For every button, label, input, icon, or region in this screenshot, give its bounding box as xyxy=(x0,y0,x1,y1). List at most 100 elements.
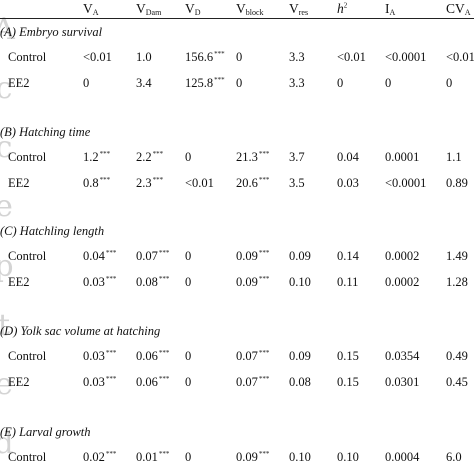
column-header-symbol: V xyxy=(83,1,93,16)
cell-value: 0.02 xyxy=(83,450,105,464)
table-cell: 0 xyxy=(185,151,191,164)
column-header-symbol: h xyxy=(337,1,344,16)
table-cell: 0.03 xyxy=(337,177,359,190)
cell-value: 0.03 xyxy=(337,176,359,190)
table-cell: 0.04 xyxy=(337,151,359,164)
significance-marker: *** xyxy=(258,349,270,357)
cell-value: 0.07 xyxy=(136,249,158,263)
table-cell: 0.06*** xyxy=(136,350,169,363)
table-cell: 0 xyxy=(385,77,391,90)
row-label: EE2 xyxy=(8,375,30,389)
column-header-subscript: res xyxy=(298,8,309,17)
cell-value: 0 xyxy=(185,375,192,389)
table-cell: 3.3 xyxy=(289,51,305,64)
table-cell: 0.10 xyxy=(289,276,311,289)
column-header-subscript: A xyxy=(389,8,396,17)
cell-value: 0 xyxy=(236,76,243,90)
row-label: EE2 xyxy=(8,176,30,190)
column-header-symbol: V xyxy=(289,1,299,16)
cell-value: 0.01 xyxy=(136,450,158,464)
row-label: EE2 xyxy=(8,275,30,289)
cell-value: 0.03 xyxy=(83,349,105,363)
column-header: VA xyxy=(83,2,99,17)
table-cell: 0.0002 xyxy=(385,276,419,289)
table-cell: 0 xyxy=(185,376,191,389)
cell-value: 0 xyxy=(446,76,453,90)
cell-value: 125.8 xyxy=(185,76,214,90)
cell-value: 0.09 xyxy=(289,349,311,363)
table-cell: 0.0001 xyxy=(385,151,419,164)
significance-marker: *** xyxy=(99,176,111,184)
cell-value: <0.01 xyxy=(446,50,474,64)
table-cell: 0 xyxy=(83,77,89,90)
cell-value: 21.3 xyxy=(236,150,258,164)
table-cell: 0.08*** xyxy=(136,276,169,289)
row-label: Control xyxy=(8,450,47,464)
cell-value: 0 xyxy=(185,450,192,464)
table-cell: 0.09*** xyxy=(236,276,269,289)
cell-value: 0.07 xyxy=(236,375,258,389)
table-cell: 0.0354 xyxy=(385,350,419,363)
cell-value: 0.0354 xyxy=(385,349,420,363)
table-cell: 0 xyxy=(185,250,191,263)
table-cell: 0.07*** xyxy=(136,250,169,263)
column-header-subscript: Dam xyxy=(145,8,162,17)
table-cell: 20.6*** xyxy=(236,177,269,190)
column-header-symbol: V xyxy=(236,1,246,16)
cell-value: <0.01 xyxy=(337,50,366,64)
table-cell: 156.6*** xyxy=(185,51,225,64)
table-cell: 2.2*** xyxy=(136,151,163,164)
cell-value: 0 xyxy=(185,349,192,363)
table-cell: <0.0001 xyxy=(385,177,426,190)
row-label: EE2 xyxy=(8,76,30,90)
cell-value: 0.0002 xyxy=(385,249,420,263)
table-cell: 0.0301 xyxy=(385,376,419,389)
table-cell: 125.8*** xyxy=(185,77,225,90)
cell-value: 0.10 xyxy=(289,450,311,464)
section-title: (D) Yolk sac volume at hatching xyxy=(0,324,161,338)
table-cell: 1.0 xyxy=(136,51,152,64)
cell-value: 0.15 xyxy=(337,375,359,389)
cell-value: 0.08 xyxy=(289,375,311,389)
column-header: h2 xyxy=(337,2,347,16)
column-header-symbol: I xyxy=(385,1,390,16)
column-header-symbol: V xyxy=(136,1,146,16)
table-cell: <0.0001 xyxy=(385,51,426,64)
cell-value: 2.3 xyxy=(136,176,152,190)
table-cell: 0.06*** xyxy=(136,376,169,389)
section-title: (B) Hatching time xyxy=(0,125,91,139)
table-cell: 0 xyxy=(446,77,452,90)
cell-value: 156.6 xyxy=(185,50,214,64)
table-cell: 0.09 xyxy=(289,350,311,363)
significance-marker: *** xyxy=(158,249,170,257)
table-cell: 6.0 xyxy=(446,451,462,464)
table-cell: 3.5 xyxy=(289,177,305,190)
table-cell: 1.49 xyxy=(446,250,468,263)
cell-value: <0.0001 xyxy=(385,50,427,64)
table-cell: 0 xyxy=(236,77,242,90)
cell-value: 0 xyxy=(185,275,192,289)
table-cell: 0 xyxy=(185,451,191,464)
table-cell: <0.01 xyxy=(337,51,366,64)
cell-value: 0.0301 xyxy=(385,375,420,389)
table-cell: 0.11 xyxy=(337,276,358,289)
table-cell: 0.45 xyxy=(446,376,468,389)
cell-value: 3.5 xyxy=(289,176,305,190)
table-cell: 0.15 xyxy=(337,376,359,389)
cell-value: 0.03 xyxy=(83,275,105,289)
column-header-symbol: V xyxy=(185,1,195,16)
cell-value: 0.04 xyxy=(337,150,359,164)
cell-value: 0.10 xyxy=(337,450,359,464)
significance-marker: *** xyxy=(158,275,170,283)
significance-marker: *** xyxy=(105,450,117,458)
cell-value: 0 xyxy=(185,249,192,263)
column-header-superscript: 2 xyxy=(343,1,348,10)
table-cell: 0.49 xyxy=(446,350,468,363)
column-header-subscript: A xyxy=(92,8,99,17)
table-cell: 3.4 xyxy=(136,77,152,90)
significance-marker: *** xyxy=(158,375,170,383)
significance-marker: *** xyxy=(214,50,225,58)
cell-value: 0.0004 xyxy=(385,450,420,464)
table-cell: 0 xyxy=(185,350,191,363)
cell-value: 0.8 xyxy=(83,176,99,190)
